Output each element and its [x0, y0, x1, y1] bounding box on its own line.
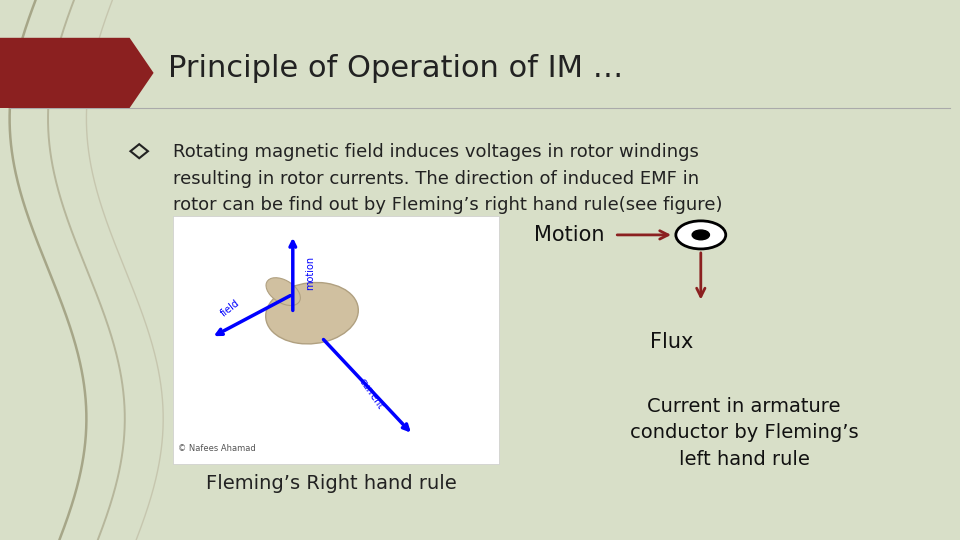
Text: current: current [357, 377, 386, 411]
Ellipse shape [266, 278, 300, 306]
Text: field: field [219, 298, 242, 318]
Text: Flux: Flux [650, 332, 694, 352]
Bar [173, 216, 499, 464]
Polygon shape [0, 38, 154, 108]
Circle shape [676, 221, 726, 249]
Text: Current in armature
conductor by Fleming’s
left hand rule: Current in armature conductor by Fleming… [630, 397, 858, 469]
Text: Rotating magnetic field induces voltages in rotor windings
resulting in rotor cu: Rotating magnetic field induces voltages… [173, 143, 722, 214]
Circle shape [692, 230, 709, 240]
Text: Principle of Operation of IM …: Principle of Operation of IM … [168, 54, 623, 83]
Text: Fleming’s Right hand rule: Fleming’s Right hand rule [205, 474, 457, 493]
Text: © Nafees Ahamad: © Nafees Ahamad [178, 443, 255, 453]
Text: Motion: Motion [535, 225, 605, 245]
Ellipse shape [266, 282, 358, 344]
Text: motion: motion [305, 255, 315, 290]
